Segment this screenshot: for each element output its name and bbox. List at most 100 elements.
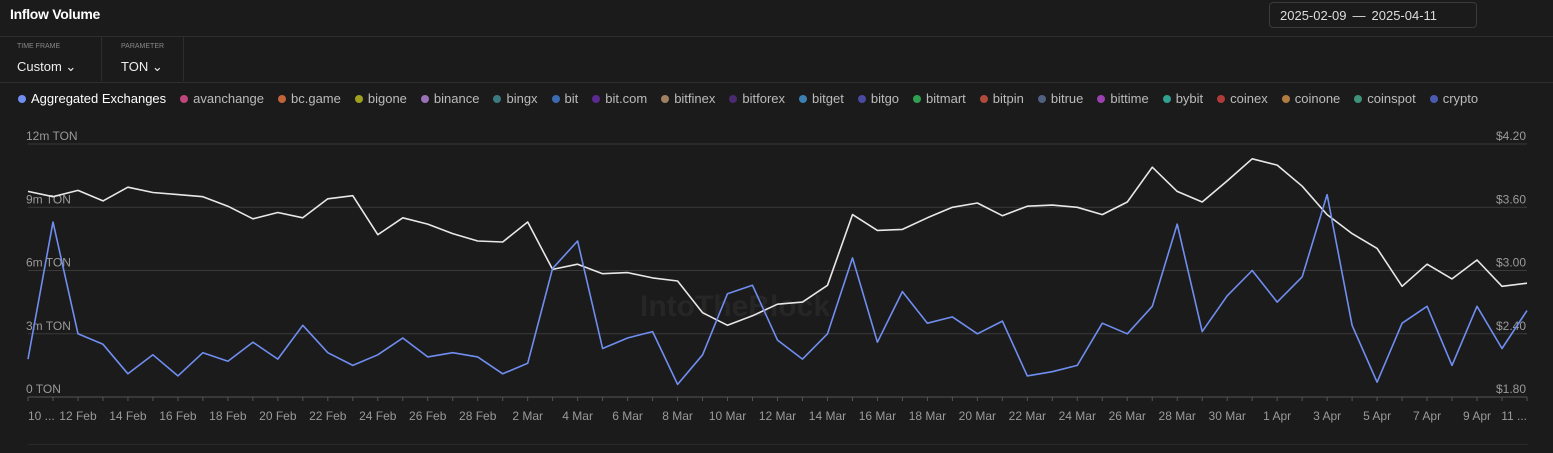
- x-tick-label: 16 Feb: [159, 409, 197, 423]
- x-tick-label: 14 Mar: [809, 409, 846, 423]
- date-range[interactable]: 2025-02-09 — 2025-04-11: [1269, 2, 1477, 28]
- x-tick-label: 5 Apr: [1363, 409, 1391, 423]
- legend-dot: [799, 94, 808, 103]
- y2-tick-label: $4.20: [1496, 129, 1526, 143]
- x-tick-label: 1 Apr: [1263, 409, 1291, 423]
- y2-tick-label: $3.60: [1496, 192, 1526, 206]
- legend-label: avanchange: [193, 91, 264, 106]
- legend-label: bit.com: [605, 91, 648, 106]
- legend-item[interactable]: Aggregated Exchanges: [18, 91, 166, 106]
- legend-dot: [551, 94, 560, 103]
- legend-item[interactable]: binance: [420, 91, 479, 106]
- legend-item[interactable]: bitforex: [729, 91, 785, 106]
- x-tick-label: 18 Mar: [909, 409, 946, 423]
- x-tick-label: 24 Mar: [1059, 409, 1096, 423]
- series-line: [27, 158, 1528, 327]
- y2-tick-label: $3.00: [1496, 256, 1526, 270]
- title: Inflow Volume: [10, 6, 100, 22]
- legend-dot: [729, 94, 738, 103]
- x-tick-label: 8 Mar: [662, 409, 693, 423]
- x-tick-label: 3 Apr: [1313, 409, 1341, 423]
- legend-item[interactable]: coinspot: [1354, 91, 1416, 106]
- x-tick-label: 11 ...: [1501, 409, 1527, 423]
- legend-dot: [661, 94, 670, 103]
- x-tick-label: 30 Mar: [1209, 409, 1246, 423]
- legend-label: coinex: [1230, 91, 1268, 106]
- legend-item[interactable]: bitget: [799, 91, 844, 106]
- x-tick-label: 4 Mar: [562, 409, 593, 423]
- legend-dot: [1281, 94, 1290, 103]
- legend-dot: [979, 94, 988, 103]
- x-tick-label: 7 Apr: [1413, 409, 1441, 423]
- legend-item[interactable]: bit.com: [592, 91, 647, 106]
- legend-dot: [1429, 94, 1438, 103]
- x-tick-label: 28 Feb: [459, 409, 497, 423]
- control-label: PARAMETER: [121, 43, 165, 50]
- legend-label: bitgo: [870, 91, 900, 106]
- legend-item[interactable]: bitmart: [913, 91, 966, 106]
- legend-dot: [1097, 94, 1106, 103]
- legend-item[interactable]: crypto: [1429, 91, 1478, 106]
- x-tick-label: 2 Mar: [512, 409, 543, 423]
- y2-tick-label: $2.40: [1496, 319, 1526, 333]
- legend-dot: [18, 94, 26, 103]
- control-label: TIME FRAME: [17, 43, 61, 50]
- date-separator: —: [1352, 7, 1366, 23]
- legend-item[interactable]: bitpin: [979, 91, 1024, 106]
- time-frame-control[interactable]: TIME FRAME Custom ⌄: [0, 37, 102, 81]
- legend-item[interactable]: bigone: [354, 91, 407, 106]
- x-tick-label: 10 Mar: [709, 409, 746, 423]
- legend-label: bitfinex: [674, 91, 716, 106]
- legend-dot: [1162, 94, 1171, 103]
- legend-label: bittime: [1110, 91, 1149, 106]
- x-tick-label: 22 Mar: [1009, 409, 1046, 423]
- legend-item[interactable]: coinex: [1217, 91, 1268, 106]
- legend-label: bybit: [1175, 91, 1204, 106]
- legend-dot: [493, 94, 502, 103]
- legend-dot: [180, 94, 189, 103]
- y-tick-label: 9m TON: [26, 192, 71, 206]
- y-tick-label: 12m TON: [26, 129, 78, 143]
- legend-dot: [1037, 94, 1046, 103]
- x-tick-label: 26 Feb: [409, 409, 447, 423]
- x-tick-label: 24 Feb: [359, 409, 397, 423]
- control-value-text: TON: [121, 59, 149, 74]
- date-start: 2025-02-09: [1280, 7, 1347, 23]
- x-tick-label: 18 Feb: [209, 409, 247, 423]
- legend-label: Aggregated Exchanges: [31, 91, 167, 106]
- legend-item[interactable]: bit: [551, 91, 579, 106]
- legend-dot: [354, 94, 363, 103]
- parameter-control[interactable]: PARAMETER TON ⌄: [104, 37, 184, 81]
- x-tick-label: 22 Feb: [309, 409, 347, 423]
- legend-item[interactable]: bitfinex: [661, 91, 715, 106]
- legend-label: coinone: [1294, 91, 1341, 106]
- legend-item[interactable]: avanchange: [180, 91, 264, 106]
- legend-label: bit: [564, 91, 579, 106]
- legend-item[interactable]: bittime: [1097, 91, 1149, 106]
- legend-item[interactable]: coinone: [1281, 91, 1341, 106]
- series-line: [27, 193, 1528, 386]
- legend-item[interactable]: bitrue: [1037, 91, 1083, 106]
- legend-label: bitforex: [742, 91, 786, 106]
- legend-item[interactable]: bybit: [1162, 91, 1204, 106]
- legend-dot: [278, 94, 286, 103]
- y-tick-label: 6m TON: [26, 256, 71, 270]
- legend-item[interactable]: bc.game: [278, 91, 341, 106]
- x-tick-label: 16 Mar: [859, 409, 896, 423]
- legend: Aggregated Exchanges avanchange bc.game big…: [18, 91, 1536, 106]
- legend-label: bitget: [812, 91, 844, 106]
- x-tick-label: 20 Feb: [259, 409, 297, 423]
- legend-item[interactable]: bingx: [493, 91, 538, 106]
- legend-dot: [857, 94, 866, 103]
- divider: [0, 82, 1553, 83]
- control-value-text: Custom: [17, 59, 62, 74]
- watermark: IntoTheBlock: [640, 290, 831, 323]
- legend-dot: [592, 94, 601, 103]
- legend-item[interactable]: bitgo: [857, 91, 900, 106]
- x-tick-label: 12 Mar: [759, 409, 796, 423]
- legend-label: bingx: [506, 91, 538, 106]
- navigator: [28, 444, 1528, 445]
- legend-dot: [913, 94, 922, 103]
